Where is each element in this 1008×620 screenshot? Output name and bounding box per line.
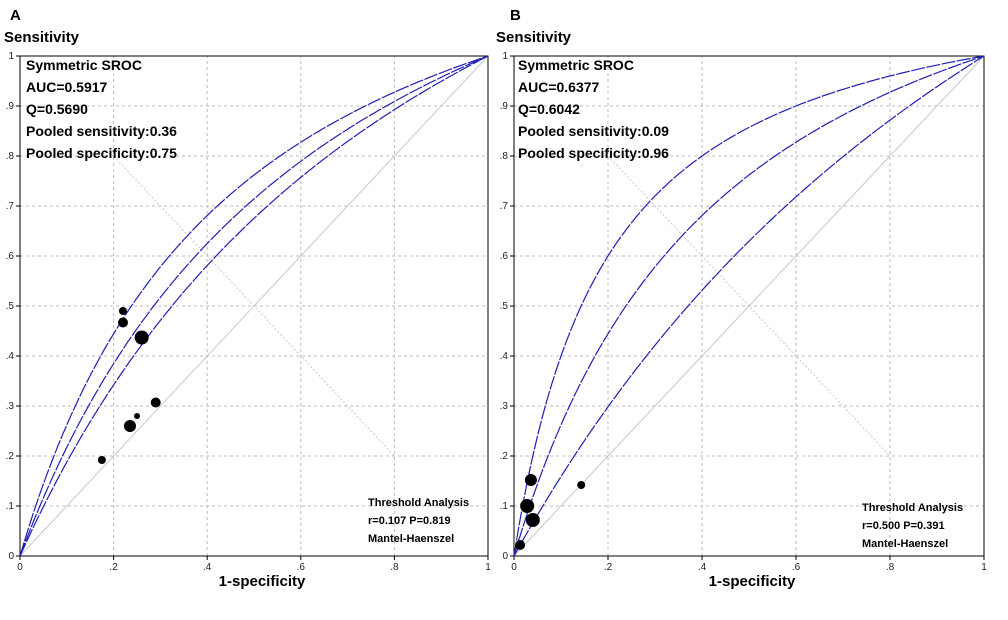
stat-text: AUC=0.6377 [518, 79, 600, 95]
threshold-text: Mantel-Haenszel [368, 533, 454, 545]
data-point [118, 307, 127, 315]
y-tick-label: .5 [500, 301, 509, 312]
sroc-curve [513, 55, 985, 557]
sroc-curve [19, 55, 489, 557]
data-point [134, 330, 149, 345]
x-axis-title: 1-specificity [219, 573, 306, 590]
sroc-curve [19, 55, 489, 557]
y-tick-label: .7 [500, 201, 509, 212]
x-tick-label: .6 [792, 562, 801, 573]
y-axis-title: Sensitivity [496, 29, 572, 46]
x-tick-label: 0 [511, 562, 517, 573]
panel-b: 0 .2 .4 .6 .8 1 0 .1 .2 .3 .4 .5 .6 .7 .8 .9 1 B Sensitivi… [496, 7, 987, 590]
anti-diagonal [113, 155, 395, 457]
sroc-curve [19, 55, 489, 557]
data-point [97, 456, 106, 464]
y-tick-label: .2 [6, 451, 15, 462]
stat-text: Pooled specificity:0.96 [518, 145, 669, 161]
panel-label: B [510, 7, 521, 24]
y-tick-label: .3 [500, 401, 509, 412]
stat-text: Q=0.5690 [26, 101, 88, 117]
y-tick-label: .4 [6, 351, 15, 362]
stat-text: Pooled sensitivity:0.36 [26, 123, 177, 139]
y-tick-label: .7 [6, 201, 15, 212]
y-tick-label: .8 [6, 151, 15, 162]
threshold-text: Threshold Analysis [368, 497, 469, 509]
x-tick-label: .8 [390, 562, 399, 573]
threshold-text: r=0.107 P=0.819 [368, 515, 451, 527]
threshold-text: r=0.500 P=0.391 [862, 520, 945, 532]
stat-text: Q=0.6042 [518, 101, 580, 117]
y-tick-label: .4 [500, 351, 509, 362]
data-point [134, 413, 140, 419]
x-tick-label: 0 [17, 562, 23, 573]
panel-a: 0 .2 .4 .6 .8 1 0 .1 .2 .3 .4 .5 .6 .7 .8 .9 1 A Sensitivi… [4, 7, 491, 590]
data-point [520, 499, 535, 513]
data-point [150, 397, 161, 408]
y-tick-label: 1 [502, 51, 508, 62]
x-axis-title: 1-specificity [709, 573, 796, 590]
data-point [123, 420, 136, 432]
data-point [117, 317, 128, 328]
y-tick-label: .1 [6, 501, 15, 512]
y-tick-label: .9 [500, 101, 509, 112]
stat-text: Pooled specificity:0.75 [26, 145, 177, 161]
y-tick-label: .1 [500, 501, 509, 512]
x-tick-label: .2 [604, 562, 613, 573]
y-tick-label: 1 [8, 51, 14, 62]
grid [514, 56, 984, 556]
data-point [524, 474, 537, 486]
threshold-text: Mantel-Haenszel [862, 538, 948, 550]
data-point [515, 540, 526, 550]
panel-label: A [10, 7, 21, 24]
y-tick-label: .5 [6, 301, 15, 312]
x-tick-label: 1 [981, 562, 987, 573]
x-tick-label: .6 [297, 562, 306, 573]
stat-text: Symmetric SROC [26, 57, 142, 73]
x-tick-label: .4 [203, 562, 212, 573]
x-tick-label: .2 [109, 562, 118, 573]
data-point [577, 481, 586, 489]
y-tick-label: .9 [6, 101, 15, 112]
y-tick-label: .6 [500, 251, 509, 262]
x-tick-label: .8 [886, 562, 895, 573]
x-tick-label: .4 [698, 562, 707, 573]
sroc-curve [513, 55, 985, 557]
data-point [525, 513, 540, 527]
y-tick-label: .6 [6, 251, 15, 262]
stat-text: Symmetric SROC [518, 57, 634, 73]
y-tick-label: .8 [500, 151, 509, 162]
y-tick-label: .3 [6, 401, 15, 412]
y-tick-label: 0 [502, 551, 508, 562]
sroc-curve [513, 55, 985, 557]
y-axis-title: Sensitivity [4, 29, 80, 46]
y-tick-label: 0 [8, 551, 14, 562]
stat-text: AUC=0.5917 [26, 79, 108, 95]
threshold-text: Threshold Analysis [862, 502, 963, 514]
anti-diagonal [607, 155, 891, 457]
x-tick-label: 1 [485, 562, 491, 573]
y-tick-label: .2 [500, 451, 509, 462]
stat-text: Pooled sensitivity:0.09 [518, 123, 669, 139]
